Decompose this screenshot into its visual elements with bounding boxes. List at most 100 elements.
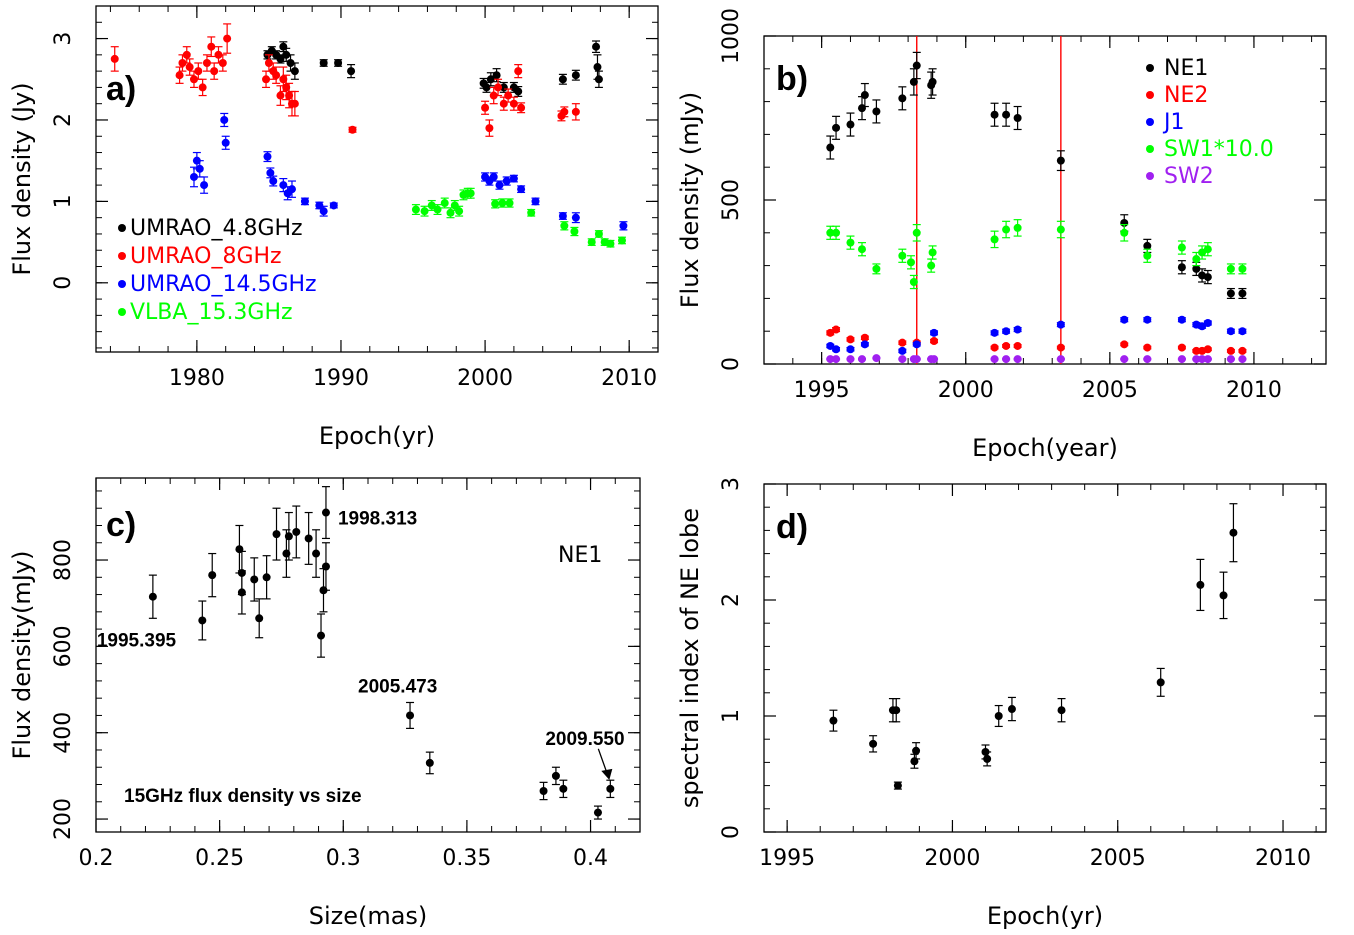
data-point — [846, 355, 855, 364]
y-axis-label: Flux density (mJy) — [676, 92, 704, 309]
data-point — [450, 201, 459, 210]
data-point — [1203, 345, 1212, 354]
data-point — [284, 532, 293, 541]
panel-c: 0.2 0.25 0.3 0.35 0.4 200 400 600 800 Size(mas) Fl… — [8, 477, 641, 930]
data-point — [1192, 355, 1201, 364]
data-point — [148, 592, 157, 601]
data-point — [440, 199, 449, 208]
data-point — [1198, 355, 1207, 364]
data-point — [189, 75, 198, 84]
legend-marker — [118, 280, 126, 288]
data-point — [455, 207, 464, 216]
data-point — [250, 575, 259, 584]
data-point — [1120, 228, 1129, 237]
data-point — [202, 58, 211, 67]
series-data — [148, 486, 615, 820]
data-point — [292, 527, 301, 536]
data-point — [846, 238, 855, 247]
data-point — [857, 355, 866, 364]
data-point — [517, 103, 526, 112]
data-point — [481, 103, 490, 112]
data-point — [499, 99, 508, 108]
data-point — [502, 177, 511, 186]
legend-marker — [1146, 172, 1154, 180]
data-point — [539, 786, 548, 795]
legend-label: NE2 — [1164, 83, 1208, 108]
data-point — [912, 746, 921, 755]
series-data — [829, 503, 1238, 790]
data-point — [255, 614, 264, 623]
plot-frame — [95, 5, 659, 353]
x-axis-label: Epoch(yr) — [987, 902, 1103, 930]
x-tick-label: 0.4 — [573, 846, 608, 871]
point-annotation: 1998.313 — [338, 509, 417, 530]
data-point — [1203, 355, 1212, 364]
data-point — [272, 530, 281, 539]
panel-b: 1995 2000 2005 2010 0 500 1000 Epoch(year) Flux … — [676, 8, 1327, 462]
data-point — [560, 221, 569, 230]
x-tick-label: 2005 — [1082, 378, 1138, 403]
data-point — [990, 328, 999, 337]
data-point — [466, 189, 475, 198]
data-point — [485, 124, 494, 133]
data-point — [1013, 223, 1022, 232]
x-tick-label: 1990 — [313, 366, 369, 391]
x-axis-label: Size(mas) — [309, 902, 428, 930]
data-point — [221, 138, 230, 147]
data-point — [551, 771, 560, 780]
data-point — [826, 355, 835, 364]
panel-d: 1995 2000 2005 2010 0 1 2 3 Epoch(yr) spectral in… — [676, 477, 1327, 930]
data-point — [990, 355, 999, 364]
data-point — [846, 345, 855, 354]
data-point — [1177, 355, 1186, 364]
data-point — [826, 228, 835, 237]
data-point — [290, 99, 299, 108]
x-tick-label: 2010 — [601, 366, 657, 391]
data-point — [560, 107, 569, 116]
data-point — [1056, 156, 1065, 165]
data-point — [433, 205, 442, 214]
data-point — [319, 207, 328, 216]
legend-label: VLBA_15.3GHz — [130, 300, 293, 325]
data-point — [1056, 225, 1065, 234]
data-point — [593, 63, 602, 72]
panel-tag: c) — [106, 506, 136, 544]
legend-label: UMRAO_4.8GHz — [130, 216, 303, 241]
data-point — [1056, 355, 1065, 364]
data-point — [198, 83, 207, 92]
legend-marker — [118, 308, 126, 316]
data-point — [558, 212, 567, 221]
data-point — [514, 87, 523, 96]
data-point — [175, 71, 184, 80]
data-point — [994, 712, 1003, 720]
data-point — [927, 261, 936, 270]
data-point — [504, 91, 513, 100]
x-axis-label: Epoch(year) — [972, 434, 1118, 462]
data-point — [571, 71, 580, 80]
y-tick-label: 600 — [51, 625, 76, 667]
data-point — [347, 67, 356, 76]
series-UMRAO_8GHz — [110, 23, 580, 137]
data-point — [893, 781, 902, 790]
x-tick-label: 2000 — [924, 846, 980, 871]
data-point — [505, 199, 514, 208]
data-point — [110, 54, 119, 63]
data-point — [287, 185, 296, 194]
x-tick-label: 2010 — [1255, 846, 1311, 871]
series-NE2 — [826, 325, 1247, 355]
data-point — [1143, 343, 1152, 352]
data-point — [592, 42, 601, 51]
legend-marker — [118, 252, 126, 260]
legend-marker — [118, 224, 126, 232]
data-point — [312, 549, 321, 558]
data-point — [304, 534, 313, 543]
data-point — [1226, 289, 1235, 298]
panel-tag: a) — [106, 70, 136, 108]
y-axis-label: spectral index of NE lobe — [676, 508, 704, 808]
data-point — [492, 71, 501, 80]
legend-label: J1 — [1162, 110, 1185, 135]
data-point — [1238, 346, 1247, 355]
data-point — [1203, 273, 1212, 282]
data-point — [1156, 678, 1165, 687]
